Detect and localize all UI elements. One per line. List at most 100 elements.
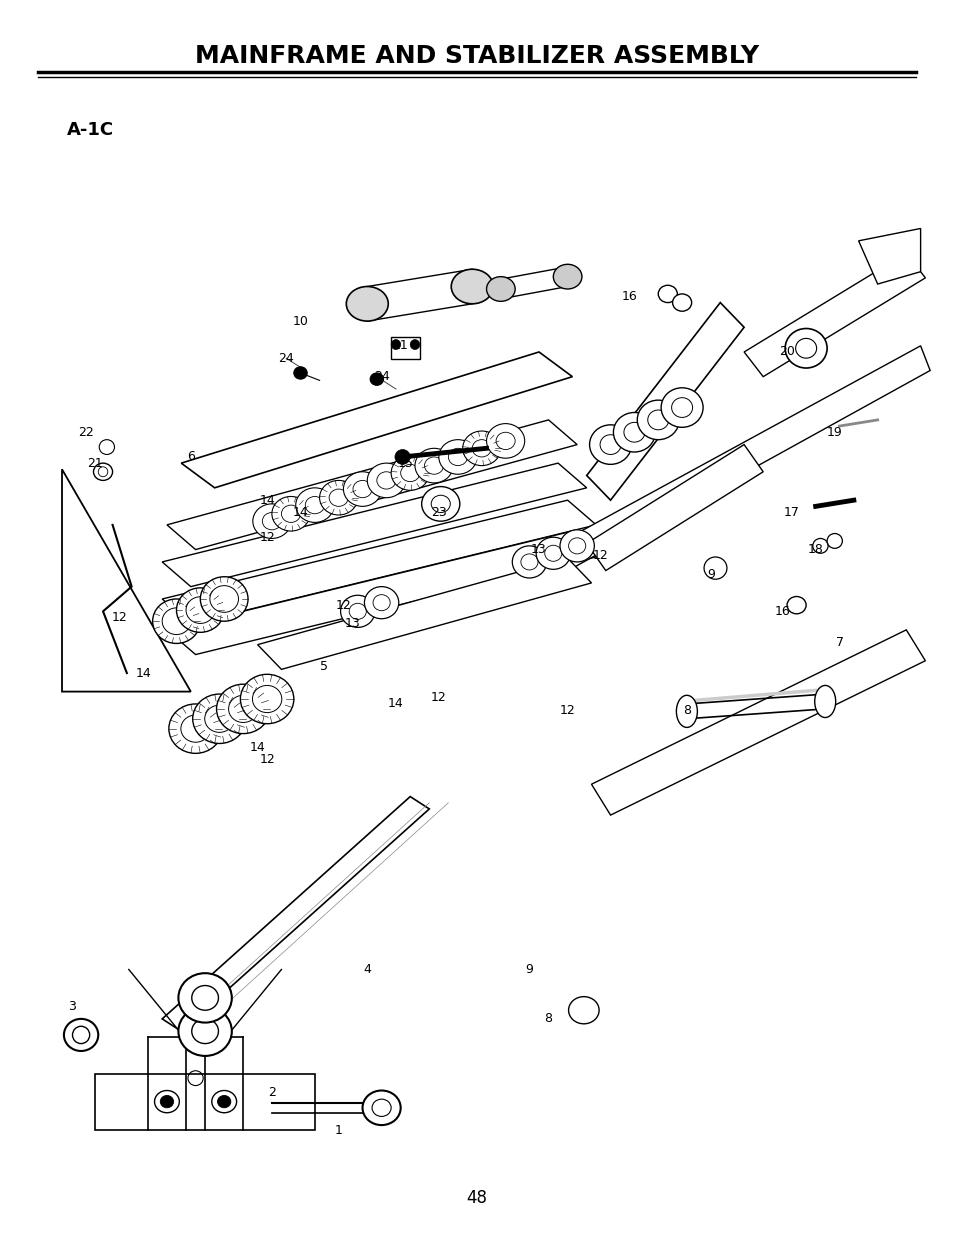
Ellipse shape — [376, 472, 395, 489]
Text: 10: 10 — [293, 315, 308, 327]
Text: 12: 12 — [112, 611, 127, 624]
Ellipse shape — [205, 705, 233, 732]
Ellipse shape — [349, 604, 366, 620]
Text: 20: 20 — [779, 346, 794, 358]
Polygon shape — [586, 303, 743, 500]
Ellipse shape — [512, 546, 546, 578]
Text: 1: 1 — [335, 1124, 342, 1136]
Ellipse shape — [340, 595, 375, 627]
Ellipse shape — [72, 1026, 90, 1044]
Ellipse shape — [364, 587, 398, 619]
Ellipse shape — [181, 715, 210, 742]
Ellipse shape — [826, 534, 841, 548]
Ellipse shape — [536, 537, 570, 569]
Ellipse shape — [281, 505, 300, 522]
Text: 5: 5 — [320, 661, 328, 673]
Ellipse shape — [305, 496, 324, 514]
Ellipse shape — [559, 530, 594, 562]
Ellipse shape — [658, 285, 677, 303]
Text: 13: 13 — [345, 618, 360, 630]
Text: 17: 17 — [783, 506, 799, 519]
Ellipse shape — [169, 704, 222, 753]
Text: 12: 12 — [431, 692, 446, 704]
Text: 15: 15 — [397, 457, 413, 469]
Ellipse shape — [262, 513, 281, 530]
Ellipse shape — [362, 1091, 400, 1125]
Text: 3: 3 — [68, 1000, 75, 1013]
Ellipse shape — [160, 1095, 173, 1108]
Ellipse shape — [64, 1019, 98, 1051]
Ellipse shape — [240, 674, 294, 724]
Polygon shape — [858, 228, 920, 284]
Ellipse shape — [623, 422, 644, 442]
Ellipse shape — [372, 1099, 391, 1116]
Ellipse shape — [486, 277, 515, 301]
Polygon shape — [162, 797, 429, 1031]
Text: 8: 8 — [682, 704, 690, 716]
Ellipse shape — [784, 329, 826, 368]
Ellipse shape — [599, 435, 620, 454]
Ellipse shape — [154, 1091, 179, 1113]
Ellipse shape — [178, 973, 232, 1023]
Text: 14: 14 — [135, 667, 151, 679]
Ellipse shape — [496, 432, 515, 450]
Ellipse shape — [553, 264, 581, 289]
Text: 9: 9 — [706, 568, 714, 580]
Ellipse shape — [703, 557, 726, 579]
Text: 12: 12 — [259, 753, 274, 766]
Polygon shape — [95, 1074, 314, 1130]
Ellipse shape — [795, 338, 816, 358]
Ellipse shape — [637, 400, 679, 440]
Ellipse shape — [343, 472, 381, 506]
Ellipse shape — [421, 487, 459, 521]
Text: 24: 24 — [374, 370, 389, 383]
Text: 14: 14 — [259, 494, 274, 506]
Polygon shape — [162, 463, 586, 587]
Ellipse shape — [400, 464, 419, 482]
Ellipse shape — [438, 440, 476, 474]
Ellipse shape — [319, 480, 357, 515]
Ellipse shape — [647, 410, 668, 430]
Text: 12: 12 — [559, 704, 575, 716]
Text: 14: 14 — [293, 506, 308, 519]
Ellipse shape — [520, 553, 537, 571]
Ellipse shape — [786, 597, 805, 614]
Text: 2: 2 — [268, 1087, 275, 1099]
Text: 14: 14 — [250, 741, 265, 753]
Ellipse shape — [216, 684, 270, 734]
Text: 13: 13 — [531, 543, 546, 556]
Ellipse shape — [162, 608, 191, 635]
Polygon shape — [162, 500, 596, 624]
Ellipse shape — [346, 287, 388, 321]
Ellipse shape — [486, 424, 524, 458]
Text: 7: 7 — [835, 636, 842, 648]
Ellipse shape — [672, 294, 691, 311]
Ellipse shape — [178, 1007, 232, 1056]
Ellipse shape — [568, 537, 585, 553]
Ellipse shape — [217, 1095, 231, 1108]
Polygon shape — [62, 469, 191, 692]
Bar — [391, 337, 419, 359]
Text: MAINFRAME AND STABILIZER ASSEMBLY: MAINFRAME AND STABILIZER ASSEMBLY — [194, 43, 759, 68]
Ellipse shape — [391, 340, 400, 350]
Ellipse shape — [448, 448, 467, 466]
Text: 8: 8 — [544, 1013, 552, 1025]
Ellipse shape — [424, 457, 443, 474]
Text: 6: 6 — [187, 451, 194, 463]
Text: 21: 21 — [88, 457, 103, 469]
Text: 14: 14 — [388, 698, 403, 710]
Text: 16: 16 — [774, 605, 789, 618]
Ellipse shape — [431, 495, 450, 513]
Ellipse shape — [814, 685, 835, 718]
Text: 12: 12 — [593, 550, 608, 562]
Ellipse shape — [295, 488, 334, 522]
Ellipse shape — [812, 538, 827, 553]
Ellipse shape — [152, 599, 200, 643]
Text: 19: 19 — [826, 426, 841, 438]
Ellipse shape — [253, 504, 291, 538]
Polygon shape — [591, 630, 924, 815]
Ellipse shape — [410, 340, 419, 350]
Polygon shape — [181, 352, 572, 488]
Ellipse shape — [212, 1091, 236, 1113]
Polygon shape — [586, 445, 762, 571]
